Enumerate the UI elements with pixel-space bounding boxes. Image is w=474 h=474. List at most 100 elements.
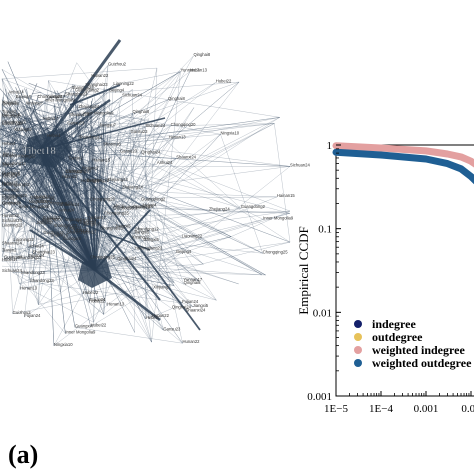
- network-edge: [130, 132, 184, 285]
- node-label: Gansu23: [67, 121, 85, 126]
- node-label: Guizhou16: [76, 218, 97, 223]
- hub-node: [24, 128, 72, 168]
- node-label: Shandong23: [18, 255, 42, 260]
- network-edge: [38, 241, 291, 305]
- network-graph: Inner Mongolia9 Shanghai23 Sichuan24 Qingha…: [0, 39, 310, 347]
- node-label: Chongqing20: [2, 193, 28, 198]
- node-label: Guizhou16: [113, 206, 134, 211]
- network-edge: [167, 71, 181, 100]
- node-label: Inner Mongolia9: [65, 330, 96, 335]
- node-label: Inner Mongolia9: [263, 215, 294, 220]
- node-label: Shaanxi24: [2, 241, 22, 246]
- network-edge: [19, 199, 151, 251]
- network-edge: [4, 258, 96, 271]
- network-edge: [102, 189, 277, 198]
- network-edge: [94, 188, 123, 271]
- network-edge: [1, 191, 266, 276]
- network-edge: [12, 165, 96, 271]
- node-label: Liaoning22: [2, 222, 23, 227]
- node-label: Guizhou2: [2, 201, 21, 206]
- node-label: Shandong12: [2, 161, 26, 166]
- network-edge: [44, 149, 241, 209]
- network-edge: [93, 252, 125, 323]
- node-label: Shanxi16: [103, 141, 121, 146]
- network-edge: [78, 138, 135, 234]
- node-label: Hainan15: [2, 112, 21, 117]
- node-label: Gansu23: [163, 326, 181, 331]
- network-edge: [94, 153, 142, 271]
- network-edge: [1, 216, 20, 284]
- node-label: Hebei4: [143, 202, 157, 207]
- node-label: Yunnan17: [183, 277, 203, 282]
- network-edge: [67, 123, 177, 159]
- node-label: Jilin11: [2, 151, 14, 156]
- node-label: Qinghai8: [184, 280, 201, 285]
- network-edge: [12, 287, 149, 315]
- node-label: Hubei17: [2, 181, 18, 186]
- network-edge: [141, 118, 241, 209]
- node-label: Qinghai24: [172, 305, 192, 310]
- node-label: Zhejiang24: [209, 206, 230, 211]
- network-edge: [94, 155, 111, 271]
- node-label: Jiangsu7: [99, 123, 116, 128]
- node-label: Anhui24: [28, 244, 44, 249]
- network-edge: [0, 124, 3, 131]
- network-edge: [145, 127, 149, 288]
- node-label: Qinghai24: [117, 256, 137, 261]
- network-edge: [44, 149, 290, 214]
- network-edge: [94, 71, 191, 271]
- network-edge: [20, 273, 61, 292]
- node-label: Inner Mongolia9: [83, 111, 114, 116]
- y-tick-label: 0.1: [318, 224, 332, 236]
- network-edge: [0, 166, 102, 185]
- node-label: Hubei17: [34, 194, 50, 199]
- y-axis-label: Empirical CCDF: [296, 226, 311, 314]
- node-label: Jilin11: [113, 204, 125, 209]
- node-label: Jilin11: [41, 217, 53, 222]
- network-edge: [94, 269, 266, 276]
- legend-marker: [354, 359, 362, 367]
- network-edge: [1, 175, 19, 260]
- node-label: Guangdong2: [30, 195, 55, 200]
- node-label: Hunan22: [152, 313, 170, 318]
- node-label: Sichuan24: [290, 162, 310, 167]
- node-label: Shandong23: [54, 223, 78, 228]
- node-label: Hainan15: [2, 171, 21, 176]
- network-edge: [1, 197, 5, 259]
- network-edge: [103, 152, 121, 315]
- node-label: Anhui24: [157, 160, 173, 165]
- network-edge: [132, 112, 183, 344]
- network-edge: [1, 166, 37, 239]
- network-edge: [44, 149, 183, 344]
- node-label: Shaanxi24: [69, 112, 89, 117]
- network-edge: [230, 210, 291, 237]
- network-edge: [1, 157, 19, 185]
- node-labels: Inner Mongolia9 Shanghai23 Sichuan24 Qingha…: [2, 52, 310, 347]
- network-edge: [1, 93, 4, 192]
- network-edge: [5, 88, 27, 179]
- node-label: Shanghai23: [71, 85, 94, 90]
- node-label: Xinjiang7: [26, 100, 44, 105]
- network-edge: [53, 146, 96, 271]
- x-tick-label: 0.01: [461, 403, 474, 415]
- network-edge: [86, 187, 96, 271]
- legend-marker: [354, 333, 362, 341]
- node-label: Beijing4: [109, 87, 125, 92]
- node-label: Beijing4: [87, 177, 103, 182]
- node-label: Jiangxi5: [193, 303, 209, 308]
- node-label: Anhui24: [59, 207, 75, 212]
- node-label: Guizhou16: [43, 230, 64, 235]
- network-edge: [74, 91, 217, 301]
- node-label: Hainan15: [92, 158, 111, 163]
- node-label: Hubei22: [216, 78, 232, 83]
- node-label: Guangxi4: [78, 219, 97, 224]
- node-label: Xinjiang7: [153, 285, 171, 290]
- node-label: Guangdong2: [141, 196, 166, 201]
- node-label: Liaoning22: [13, 237, 34, 242]
- network-edge: [94, 158, 177, 271]
- node-label: Guangxi4: [63, 236, 82, 241]
- legend-label: indegree: [372, 317, 416, 331]
- node-label: Hebei4: [2, 141, 16, 146]
- node-label: Henan13: [107, 302, 125, 307]
- node-label: Xinjiang7: [64, 217, 82, 222]
